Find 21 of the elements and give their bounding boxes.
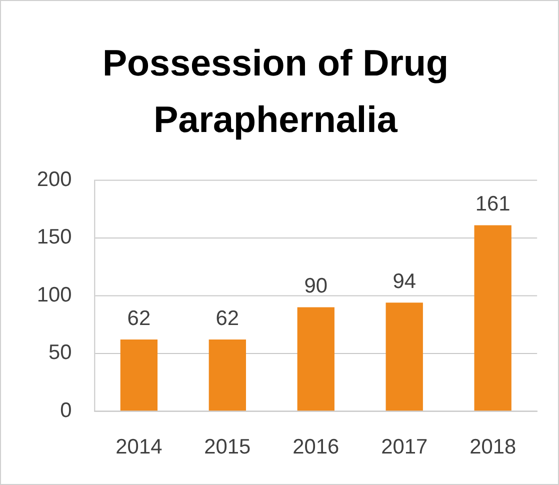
y-tick-label: 50 (48, 341, 72, 364)
bar (474, 225, 512, 411)
x-tick-label: 2018 (470, 435, 516, 458)
data-label: 94 (392, 270, 416, 293)
x-tick-label: 2017 (381, 435, 428, 458)
bar (120, 340, 158, 411)
bar (208, 340, 246, 411)
data-label: 161 (475, 192, 510, 216)
y-tick-label: 200 (36, 168, 72, 191)
data-label: 62 (127, 306, 151, 330)
y-tick-label: 100 (36, 283, 72, 306)
x-tick-label: 2016 (292, 435, 340, 458)
y-tick-label: 150 (36, 226, 72, 249)
chart-title: Possession of Drug Paraphernalia (102, 42, 449, 140)
bar (386, 302, 423, 411)
y-tick-label: 0 (60, 398, 72, 422)
data-label: 90 (304, 274, 328, 298)
bar (297, 307, 334, 411)
data-label: 62 (216, 306, 240, 330)
x-tick-label: 2014 (116, 435, 163, 458)
x-tick-label: 2015 (204, 435, 251, 458)
